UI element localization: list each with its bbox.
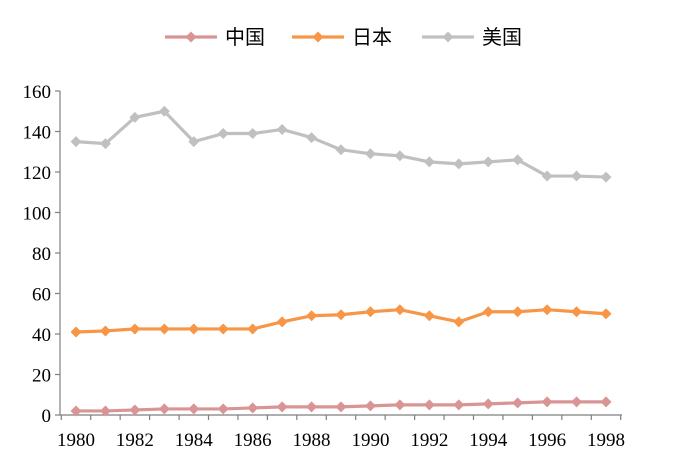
x-tick-label: 1990: [351, 430, 389, 451]
data-point-marker: [188, 323, 200, 335]
data-point-marker: [306, 401, 318, 413]
data-point-marker: [129, 111, 141, 123]
x-tick-label: 1986: [234, 430, 272, 451]
data-point-marker: [600, 396, 612, 408]
data-point-marker: [335, 309, 347, 321]
x-tick-label: 1994: [469, 430, 508, 451]
y-ticks: 0 20 40 60 80 100 120 140 160: [23, 82, 60, 427]
series-0: [70, 396, 612, 417]
series-2: [70, 105, 612, 183]
data-point-marker: [512, 306, 524, 318]
legend-item: 日本: [292, 25, 392, 49]
data-point-marker: [158, 403, 170, 415]
data-point-marker: [394, 399, 406, 411]
y-tick-label: 80: [32, 244, 51, 265]
y-tick-label: 120: [23, 163, 52, 184]
data-point-marker: [99, 405, 111, 417]
data-point-marker: [188, 136, 200, 148]
data-point-marker: [276, 316, 288, 328]
data-point-marker: [453, 316, 465, 328]
data-point-marker: [217, 128, 229, 140]
legend-marker: [312, 31, 324, 43]
x-tick-label: 1984: [175, 430, 214, 451]
data-point-marker: [247, 323, 259, 335]
x-tick-label: 1992: [410, 430, 448, 451]
data-point-marker: [129, 404, 141, 416]
legend-marker: [185, 31, 197, 43]
legend-item: 美国: [422, 25, 522, 49]
data-point-marker: [364, 306, 376, 318]
data-point-marker: [571, 170, 583, 182]
data-point-marker: [482, 306, 494, 318]
x-tick-label: 1996: [528, 430, 566, 451]
y-tick-label: 60: [32, 285, 51, 306]
data-point-marker: [335, 401, 347, 413]
data-point-marker: [571, 306, 583, 318]
x-tick-label: 1988: [293, 430, 331, 451]
data-point-marker: [453, 399, 465, 411]
data-point-marker: [423, 156, 435, 168]
series-line: [75, 109, 607, 179]
data-point-marker: [158, 323, 170, 335]
data-point-marker: [423, 399, 435, 411]
data-point-marker: [70, 405, 82, 417]
legend-label: 美国: [482, 25, 522, 49]
axes: [59, 91, 622, 416]
y-tick-label: 140: [23, 123, 52, 144]
data-point-marker: [247, 402, 259, 414]
x-ticks: 1980 1982 1984 1986 1988 1990 1992 1994 1996 1998: [57, 415, 625, 451]
data-point-marker: [394, 150, 406, 162]
y-tick-label: 160: [23, 82, 52, 103]
data-point-marker: [571, 396, 583, 408]
legend-item: 中国: [165, 25, 265, 49]
legend-label: 中国: [225, 25, 265, 49]
data-point-marker: [335, 144, 347, 156]
data-point-marker: [276, 123, 288, 135]
data-point-marker: [541, 304, 553, 316]
data-point-marker: [276, 401, 288, 413]
data-point-marker: [306, 310, 318, 322]
legend: 中国 日本 美国: [165, 25, 522, 49]
legend-label: 日本: [352, 25, 392, 49]
data-point-marker: [541, 396, 553, 408]
data-point-marker: [158, 105, 170, 117]
data-point-marker: [99, 325, 111, 337]
y-tick-label: 0: [42, 406, 52, 427]
data-point-marker: [364, 148, 376, 160]
data-point-marker: [453, 158, 465, 170]
data-point-marker: [600, 308, 612, 320]
series-layer: [70, 105, 612, 417]
data-point-marker: [541, 170, 553, 182]
x-tick-label: 1982: [116, 430, 154, 451]
data-point-marker: [482, 398, 494, 410]
data-point-marker: [217, 403, 229, 415]
data-point-marker: [217, 323, 229, 335]
data-point-marker: [482, 156, 494, 168]
data-point-marker: [99, 138, 111, 150]
data-point-marker: [247, 128, 259, 140]
y-tick-label: 20: [32, 366, 51, 387]
x-tick-label: 1980: [57, 430, 95, 451]
data-point-marker: [394, 304, 406, 316]
legend-marker: [442, 31, 454, 43]
x-tick-label: 1998: [587, 430, 625, 451]
data-point-marker: [364, 400, 376, 412]
series-1: [70, 304, 612, 338]
data-point-marker: [306, 132, 318, 144]
data-point-marker: [423, 310, 435, 322]
y-tick-label: 40: [32, 325, 51, 346]
data-point-marker: [600, 171, 612, 183]
data-point-marker: [129, 323, 141, 335]
data-point-marker: [512, 154, 524, 166]
data-point-marker: [188, 403, 200, 415]
y-tick-label: 100: [23, 204, 52, 225]
data-point-marker: [70, 326, 82, 338]
data-point-marker: [512, 397, 524, 409]
data-point-marker: [70, 136, 82, 148]
